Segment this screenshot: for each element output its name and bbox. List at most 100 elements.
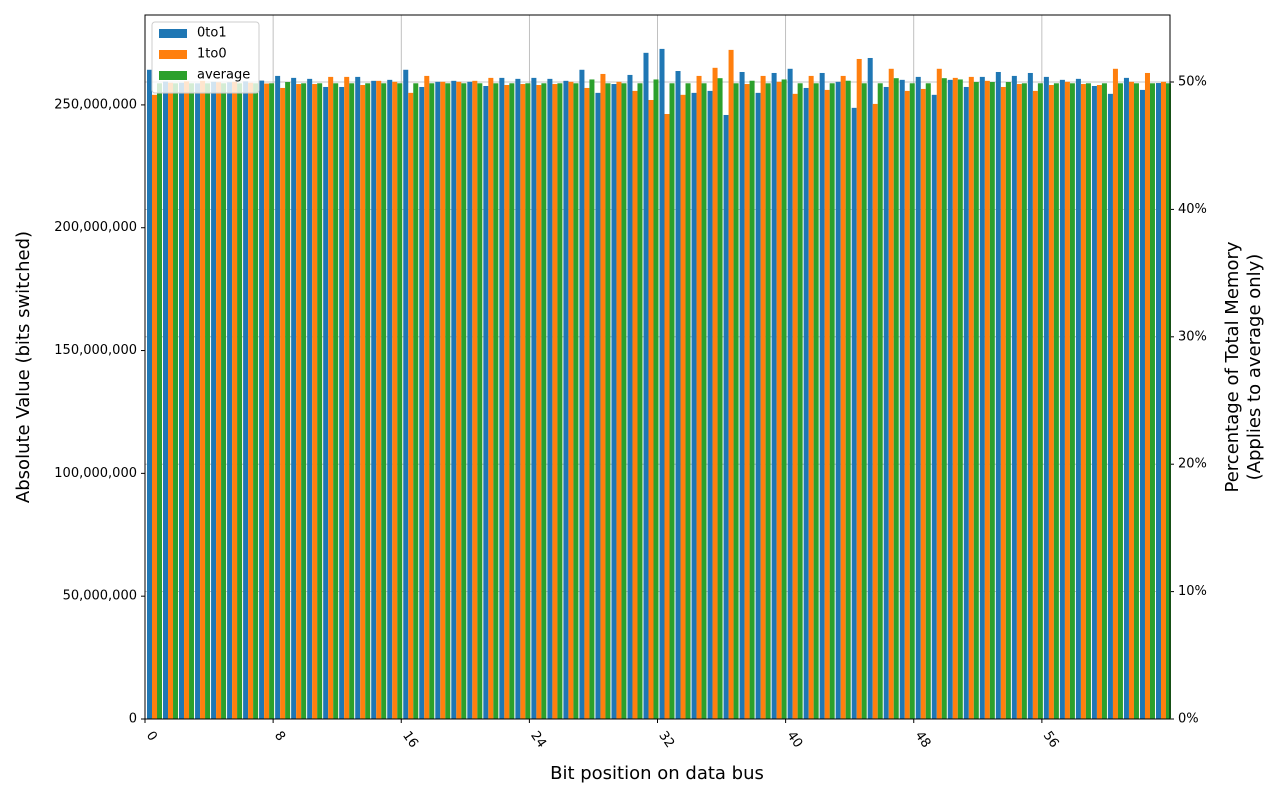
bar — [861, 83, 867, 719]
bar — [1016, 84, 1022, 720]
bar — [413, 83, 419, 719]
bar — [728, 49, 734, 719]
bar — [669, 83, 675, 719]
bar — [525, 83, 531, 719]
bar — [1005, 82, 1011, 719]
bar — [195, 83, 201, 720]
bar — [611, 84, 617, 720]
bar — [744, 84, 750, 720]
bar — [349, 83, 355, 719]
bar — [221, 83, 227, 719]
bar — [1027, 72, 1033, 719]
bar — [877, 83, 883, 719]
bar — [1053, 83, 1059, 719]
bar — [211, 81, 217, 720]
bar — [904, 90, 910, 720]
bar — [920, 88, 926, 719]
x-tick-label: 8 — [271, 729, 288, 744]
bar — [371, 80, 377, 720]
bar — [776, 81, 782, 720]
legend-label: average — [197, 68, 250, 83]
bar — [1043, 76, 1049, 720]
bar — [157, 83, 163, 719]
bar — [1048, 85, 1054, 720]
bar — [984, 80, 990, 720]
bar — [579, 69, 585, 719]
bar — [755, 92, 761, 719]
bar — [1139, 89, 1145, 720]
bar — [995, 71, 1001, 719]
bar — [301, 83, 307, 719]
bar — [504, 85, 510, 720]
bar — [291, 77, 297, 719]
bar — [173, 83, 179, 719]
bar — [1059, 79, 1065, 719]
legend: 0to1 1to0 average — [151, 21, 260, 94]
bar — [227, 82, 233, 720]
bar — [632, 90, 638, 720]
bar — [707, 90, 713, 720]
bar — [568, 81, 574, 720]
bar — [872, 103, 878, 719]
bar — [637, 83, 643, 719]
bar — [829, 83, 835, 719]
bar — [589, 79, 595, 720]
bar — [445, 83, 451, 719]
bar — [1085, 83, 1091, 719]
plot-frame — [144, 14, 1171, 720]
bar — [643, 52, 649, 720]
x-tick-label: 0 — [143, 729, 160, 744]
bar — [461, 83, 467, 719]
bar — [979, 76, 985, 720]
bar — [781, 79, 787, 720]
bar — [531, 77, 537, 719]
bar — [269, 83, 275, 719]
legend-swatch — [159, 71, 187, 80]
bar — [275, 75, 281, 720]
bar — [941, 78, 947, 720]
y2-axis-title: Percentage of Total Memory — [1222, 241, 1243, 492]
bar — [1011, 75, 1017, 720]
bar — [1149, 83, 1155, 719]
bar — [1032, 90, 1038, 720]
y2-tick-label: 50% — [1178, 75, 1207, 90]
bar — [968, 76, 974, 720]
bar — [936, 68, 942, 719]
bar — [403, 69, 409, 719]
bar — [840, 75, 846, 720]
bar — [973, 82, 979, 719]
bar — [835, 81, 841, 720]
bar — [355, 76, 361, 720]
y2-tick-label: 40% — [1178, 202, 1207, 217]
bar — [547, 78, 553, 719]
bar — [680, 94, 686, 719]
bar — [659, 48, 665, 719]
bar — [424, 75, 430, 720]
bar — [1021, 83, 1027, 719]
bar — [360, 85, 366, 720]
bar — [163, 81, 169, 719]
bar — [1091, 85, 1097, 720]
bar — [339, 86, 345, 719]
bar — [915, 76, 921, 720]
bar — [947, 79, 953, 719]
bar — [717, 78, 723, 720]
bar — [419, 86, 425, 719]
x-tick-label: 24 — [527, 729, 549, 751]
bar — [488, 77, 494, 719]
bar — [397, 83, 403, 719]
bar — [616, 81, 622, 720]
bar — [893, 78, 899, 720]
bar — [1117, 83, 1123, 719]
y2-tick-label: 30% — [1178, 329, 1207, 344]
x-tick-label: 48 — [912, 729, 934, 751]
bar — [483, 85, 489, 720]
bar — [595, 92, 601, 719]
bar — [296, 84, 302, 720]
bar — [931, 94, 937, 719]
y-axis-title: Absolute Value (bits switched) — [13, 231, 34, 503]
bar — [184, 81, 190, 720]
bar — [824, 89, 830, 720]
bar — [259, 80, 265, 719]
bar — [573, 83, 579, 719]
